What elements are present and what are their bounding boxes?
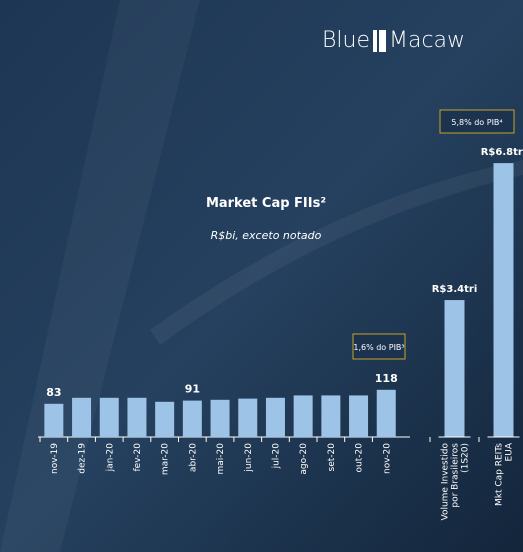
annotation: 5,8% do PIB⁴	[451, 118, 502, 127]
x-tick-label: Mkt Cap REITsEUA	[495, 442, 515, 506]
x-tick-label: abr-20	[188, 443, 198, 472]
x-tick-label: jun-20	[244, 443, 254, 473]
x-tick-label: fev-20	[133, 443, 143, 472]
chart-title: Market Cap FIIs²	[206, 196, 326, 211]
x-tick-label: Volume Investidopor Brasileiros(1S20)	[441, 443, 471, 521]
x-tick-label: jul-20	[271, 443, 281, 470]
bar	[44, 403, 64, 437]
x-tick-label: jan-20	[105, 443, 115, 473]
bar	[293, 395, 313, 437]
bar	[349, 395, 369, 437]
bar	[155, 401, 175, 437]
x-tick-label-line: Volume Investido	[441, 443, 451, 521]
bar	[210, 399, 230, 437]
bar	[182, 400, 202, 437]
value-label: 91	[185, 383, 200, 396]
annotation-box	[439, 109, 515, 134]
x-tick-label: mai-20	[216, 443, 226, 475]
bar	[72, 397, 92, 437]
x-tick-label-line: EUA	[505, 442, 515, 461]
annotation-box	[352, 333, 406, 360]
value-label: R$6.8tri	[481, 147, 523, 158]
bar	[444, 300, 465, 437]
x-tick-label: mar-20	[161, 443, 171, 475]
bar	[265, 397, 285, 437]
x-tick-label-line: (1S20)	[461, 443, 471, 473]
annotation: 1,6% do PIB³	[353, 343, 404, 352]
logo-icon	[379, 30, 386, 52]
logo-right: Macaw	[389, 28, 465, 53]
bar	[127, 397, 147, 437]
backdrop-shape	[150, 160, 523, 345]
chart-subtitle: R$bi, exceto notado	[211, 229, 322, 242]
x-tick-label: ago-20	[299, 443, 309, 475]
x-tick-label: dez-19	[78, 443, 88, 474]
x-tick-label-line: por Brasileiros	[451, 443, 461, 508]
value-label: 83	[46, 386, 61, 399]
x-tick-label-line: Mkt Cap REITs	[495, 443, 505, 506]
x-tick-label: nov-19	[50, 443, 60, 474]
bar	[376, 389, 396, 437]
bar	[99, 397, 119, 437]
x-tick-label: nov-20	[382, 443, 392, 474]
bar	[238, 398, 258, 437]
x-tick-label: out-20	[355, 443, 365, 473]
x-tick-label: set-20	[327, 443, 337, 472]
logo-left: Blue	[322, 28, 370, 53]
value-label: R$3.4tri	[432, 284, 478, 295]
value-label: 118	[375, 372, 398, 385]
logo-icon	[373, 30, 377, 52]
bar	[321, 395, 341, 437]
bar	[493, 163, 514, 437]
